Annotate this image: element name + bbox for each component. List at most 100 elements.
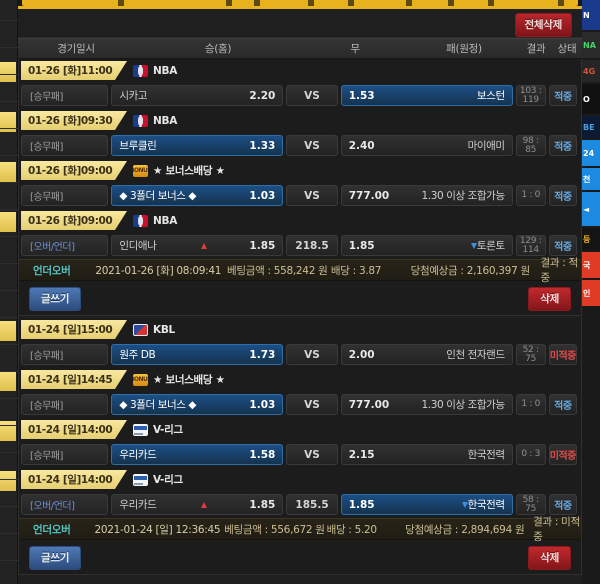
- bet-row: [승무패] 원주 DB 1.73 VS 2.00 인천 전자랜드 52 : 75 미적중: [19, 341, 581, 368]
- rail-divider: [0, 290, 18, 291]
- home-odds: 1.58: [249, 448, 276, 461]
- home-selection[interactable]: 우리카드 1.85: [111, 494, 284, 515]
- home-selection[interactable]: 브루클린 1.33: [111, 135, 284, 156]
- rail-divider: [0, 101, 18, 102]
- league-row: 01-26 [화]09:00 NBA: [19, 209, 581, 232]
- summary-type: 언더오버: [33, 523, 71, 536]
- home-selection[interactable]: 우리카드 1.58: [111, 444, 284, 465]
- home-odds: 1.73: [249, 348, 276, 361]
- column-header-win: 승(홈): [204, 43, 232, 55]
- match-score: 0 : 3: [515, 444, 546, 465]
- home-selection[interactable]: ◆ 3폴더 보너스 ◆ 1.03: [111, 394, 284, 415]
- rail-divider: [0, 317, 18, 318]
- league-row: 01-24 [일]15:00 KBL: [19, 318, 581, 341]
- home-odds: 2.20: [249, 89, 276, 102]
- summary-stake: 베팅금액 : 556,672 원: [224, 523, 325, 536]
- write-button[interactable]: 글쓰기: [29, 546, 82, 570]
- away-selection[interactable]: 777.00 1.30 이상 조합가능: [340, 394, 513, 415]
- status-badge: 적중: [548, 185, 577, 206]
- toolbar: 전체삭제: [18, 9, 582, 38]
- summary-odds: 배당 : 5.20: [326, 523, 378, 536]
- match-score: 58 : 75: [515, 494, 546, 515]
- bet-type: [오버/언더]: [21, 494, 109, 515]
- middle-cell[interactable]: 218.5: [286, 235, 338, 256]
- away-selection[interactable]: 777.00 1.30 이상 조합가능: [340, 185, 513, 206]
- home-odds: 1.03: [249, 398, 276, 411]
- column-header-date: 경기일시: [57, 43, 95, 55]
- away-name: 마이애미: [467, 140, 505, 152]
- side-banner[interactable]: 국: [582, 252, 600, 278]
- home-selection[interactable]: 인디애나 1.85: [111, 235, 284, 256]
- middle-cell[interactable]: VS: [286, 394, 338, 415]
- side-banner[interactable]: 24: [582, 140, 600, 166]
- ticket-footer: 글쓰기 삭제: [19, 281, 581, 315]
- bet-row: [승무패] ◆ 3폴더 보너스 ◆ 1.03 VS 777.00 1.30 이상 조합가능…: [19, 391, 581, 418]
- delete-button[interactable]: 삭제: [528, 287, 571, 311]
- away-selection[interactable]: 1.85 한국전력: [340, 494, 513, 515]
- league-name: NBA: [153, 114, 178, 127]
- rail-tab: [0, 421, 16, 441]
- side-banner[interactable]: O: [582, 84, 600, 114]
- delete-all-button[interactable]: 전체삭제: [514, 13, 572, 37]
- status-badge: 적중: [548, 135, 577, 156]
- home-selection[interactable]: ◆ 3폴더 보너스 ◆ 1.03: [111, 185, 284, 206]
- arrow-up-icon: [201, 242, 208, 249]
- match-datetime: 01-24 [일]14:00: [21, 420, 127, 439]
- home-selection[interactable]: 원주 DB 1.73: [111, 344, 284, 365]
- middle-cell[interactable]: VS: [286, 344, 338, 365]
- league-name: V-리그: [153, 424, 183, 436]
- delete-button[interactable]: 삭제: [528, 546, 571, 570]
- side-banner[interactable]: ◄: [582, 192, 600, 226]
- middle-cell[interactable]: 185.5: [286, 494, 338, 515]
- match-score: 129 : 114: [515, 235, 546, 256]
- match-datetime: 01-26 [화]09:00: [21, 161, 127, 180]
- away-odds: 777.00: [348, 398, 390, 411]
- away-name: 보스턴: [476, 90, 505, 102]
- side-banner[interactable]: 4G: [582, 60, 600, 82]
- middle-cell[interactable]: VS: [286, 135, 338, 156]
- league-row: 01-24 [일]14:45 BONUS ★ 보너스배당 ★: [19, 368, 581, 391]
- middle-cell[interactable]: VS: [286, 185, 338, 206]
- away-name: 1.30 이상 조합가능: [421, 399, 505, 411]
- match-score: 52 : 75: [515, 344, 546, 365]
- away-odds: 1.85: [348, 498, 375, 511]
- middle-cell[interactable]: VS: [286, 85, 338, 106]
- away-selection[interactable]: 2.15 한국전력: [340, 444, 513, 465]
- left-rail: [0, 0, 18, 584]
- rail-divider: [0, 128, 18, 129]
- bet-row: [승무패] 시카고 2.20 VS 1.53 보스턴 103 : 119 적중: [19, 82, 581, 109]
- league-name: V-리그: [153, 474, 183, 486]
- home-selection[interactable]: 시카고 2.20: [111, 85, 284, 106]
- bet-row: [승무패] 브루클린 1.33 VS 2.40 마이애미 98 : 85 적중: [19, 132, 581, 159]
- rail-divider: [0, 20, 18, 21]
- rail-tab: [0, 321, 16, 341]
- match-datetime: 01-26 [화]09:30: [21, 111, 127, 130]
- ticket-summary: 언더오버 2021-01-24 [일] 12:36:45 베팅금액 : 556,67…: [19, 516, 581, 543]
- column-header-state: 상태: [557, 43, 577, 55]
- match-row: 01-26 [화]09:00 NBA [오버/언더] 인디애나 1.85 218.5 1.8…: [19, 209, 581, 259]
- side-banner[interactable]: 등: [582, 228, 600, 250]
- side-banner[interactable]: NA: [582, 32, 600, 58]
- middle-cell[interactable]: VS: [286, 444, 338, 465]
- away-selection[interactable]: 1.85 토론토: [340, 235, 513, 256]
- away-selection[interactable]: 2.40 마이애미: [340, 135, 513, 156]
- write-button[interactable]: 글쓰기: [29, 287, 82, 311]
- match-row: 01-26 [화]11:00 NBA [승무패] 시카고 2.20 VS 1.53 보스턴 10…: [19, 59, 581, 109]
- bonus-icon: BONUS: [133, 373, 148, 386]
- away-selection[interactable]: 1.53 보스턴: [340, 85, 513, 106]
- side-banner[interactable]: 인: [582, 280, 600, 306]
- bet-type: [승무패]: [21, 394, 109, 415]
- side-banner[interactable]: N: [582, 0, 600, 30]
- summary-datetime: 2021-01-26 [화] 08:09:41: [95, 264, 222, 277]
- side-banner[interactable]: 천: [582, 168, 600, 190]
- summary-expected: 당첨예상금 : 2,894,694 원: [405, 523, 525, 536]
- home-name: 시카고: [119, 90, 148, 102]
- away-selection[interactable]: 2.00 인천 전자랜드: [340, 344, 513, 365]
- rail-divider: [0, 74, 18, 75]
- side-banner[interactable]: BE: [582, 116, 600, 138]
- pagination[interactable]: [1]: [18, 577, 582, 584]
- match-score: 103 : 119: [515, 85, 546, 106]
- status-badge: 적중: [548, 85, 577, 106]
- away-odds: 1.85: [348, 239, 375, 252]
